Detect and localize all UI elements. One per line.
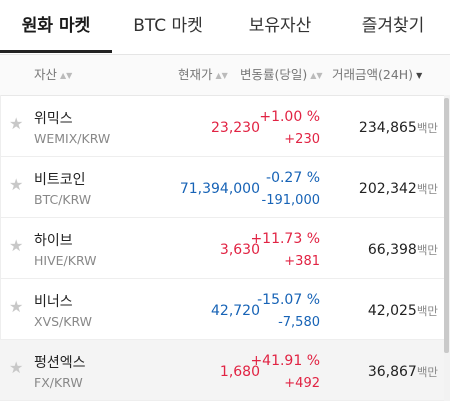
sort-icon: ▲▼ [60,71,73,80]
change-amount: +230 [284,132,320,147]
header-change[interactable]: 변동률(당일) ▲▼ [240,55,323,95]
asset-ticker: HIVE/KRW [34,253,97,268]
scrollbar-thumb[interactable] [444,98,449,353]
change-rate: +41.91 % [250,353,320,369]
table-row[interactable]: ★ 비트코인 BTC/KRW 71,394,000 -0.27 % -191,0… [0,157,444,218]
header-change-label: 변동률(당일) [240,67,308,82]
favorite-star-icon[interactable]: ★ [9,114,24,133]
asset-ticker: BTC/KRW [34,192,92,207]
tab-favorites[interactable]: 즐겨찾기 [361,16,425,36]
current-price: 23,230 [211,120,260,136]
header-price-label: 현재가 [178,67,213,82]
tab-btc-market[interactable]: BTC 마켓 [133,16,203,36]
sort-icon: ▲▼ [215,71,228,80]
asset-name: 비너스 [34,294,73,310]
volume-unit: 백만 [416,243,438,257]
trade-volume-value: 36,867 [367,364,417,380]
volume-unit: 백만 [416,365,438,379]
trade-volume-value: 234,865 [358,120,417,136]
trade-volume: 66,398백만 [368,242,438,258]
header-asset-label: 자산 [34,67,58,82]
favorite-star-icon[interactable]: ★ [9,175,24,194]
trade-volume: 36,867백만 [368,364,438,380]
trade-volume: 234,865백만 [359,120,438,136]
tab-krw-market[interactable]: 원화 마켓 [21,16,91,36]
favorite-star-icon[interactable]: ★ [9,358,24,377]
favorite-star-icon[interactable]: ★ [9,236,24,255]
left-divider [0,95,1,401]
volume-unit: 백만 [416,182,438,196]
current-price: 1,680 [219,364,260,380]
header-volume[interactable]: 거래금액(24H) ▼ [332,55,422,95]
sort-descending-icon: ▼ [416,71,423,80]
table-header: 자산 ▲▼ 현재가 ▲▼ 변동률(당일) ▲▼ 거래금액(24H) ▼ [0,55,450,96]
change-rate: +1.00 % [259,109,320,125]
current-price: 71,394,000 [179,181,260,197]
change-amount: -191,000 [261,193,320,208]
volume-unit: 백만 [416,121,438,135]
change-rate: -15.07 % [257,292,320,308]
change-amount: +381 [284,254,320,269]
asset-name: 하이브 [34,233,73,249]
market-tabs: 원화 마켓 BTC 마켓 보유자산 즐겨찾기 [0,0,450,55]
change-rate: +11.73 % [250,231,320,247]
asset-ticker: FX/KRW [34,375,83,390]
header-asset[interactable]: 자산 ▲▼ [34,55,72,95]
tab-holdings[interactable]: 보유자산 [248,16,312,36]
table-row[interactable]: ★ 하이브 HIVE/KRW 3,630 +11.73 % +381 66,39… [0,218,444,279]
change-amount: +492 [284,376,320,391]
header-price[interactable]: 현재가 ▲▼ [178,55,228,95]
trade-volume-value: 202,342 [358,181,417,197]
asset-name: 펑션엑스 [34,355,86,371]
table-row[interactable]: ★ 펑션엑스 FX/KRW 1,680 +41.91 % +492 36,867… [0,340,444,401]
trade-volume-value: 42,025 [367,303,417,319]
current-price: 42,720 [211,303,260,319]
favorite-star-icon[interactable]: ★ [9,297,24,316]
table-row[interactable]: ★ 비너스 XVS/KRW 42,720 -15.07 % -7,580 42,… [0,279,444,340]
active-tab-indicator [0,50,112,53]
asset-ticker: WEMIX/KRW [34,131,111,146]
trade-volume: 42,025백만 [368,303,438,319]
change-rate: -0.27 % [266,170,320,186]
asset-ticker: XVS/KRW [34,314,92,329]
current-price: 3,630 [219,242,260,258]
change-amount: -7,580 [278,315,320,330]
trade-volume-value: 66,398 [367,242,417,258]
table-row[interactable]: ★ 위믹스 WEMIX/KRW 23,230 +1.00 % +230 234,… [0,96,444,157]
header-volume-label: 거래금액(24H) [332,67,414,82]
asset-name: 비트코인 [34,172,86,188]
asset-name: 위믹스 [34,111,73,127]
volume-unit: 백만 [416,304,438,318]
trade-volume: 202,342백만 [359,181,438,197]
sort-icon: ▲▼ [310,71,323,80]
